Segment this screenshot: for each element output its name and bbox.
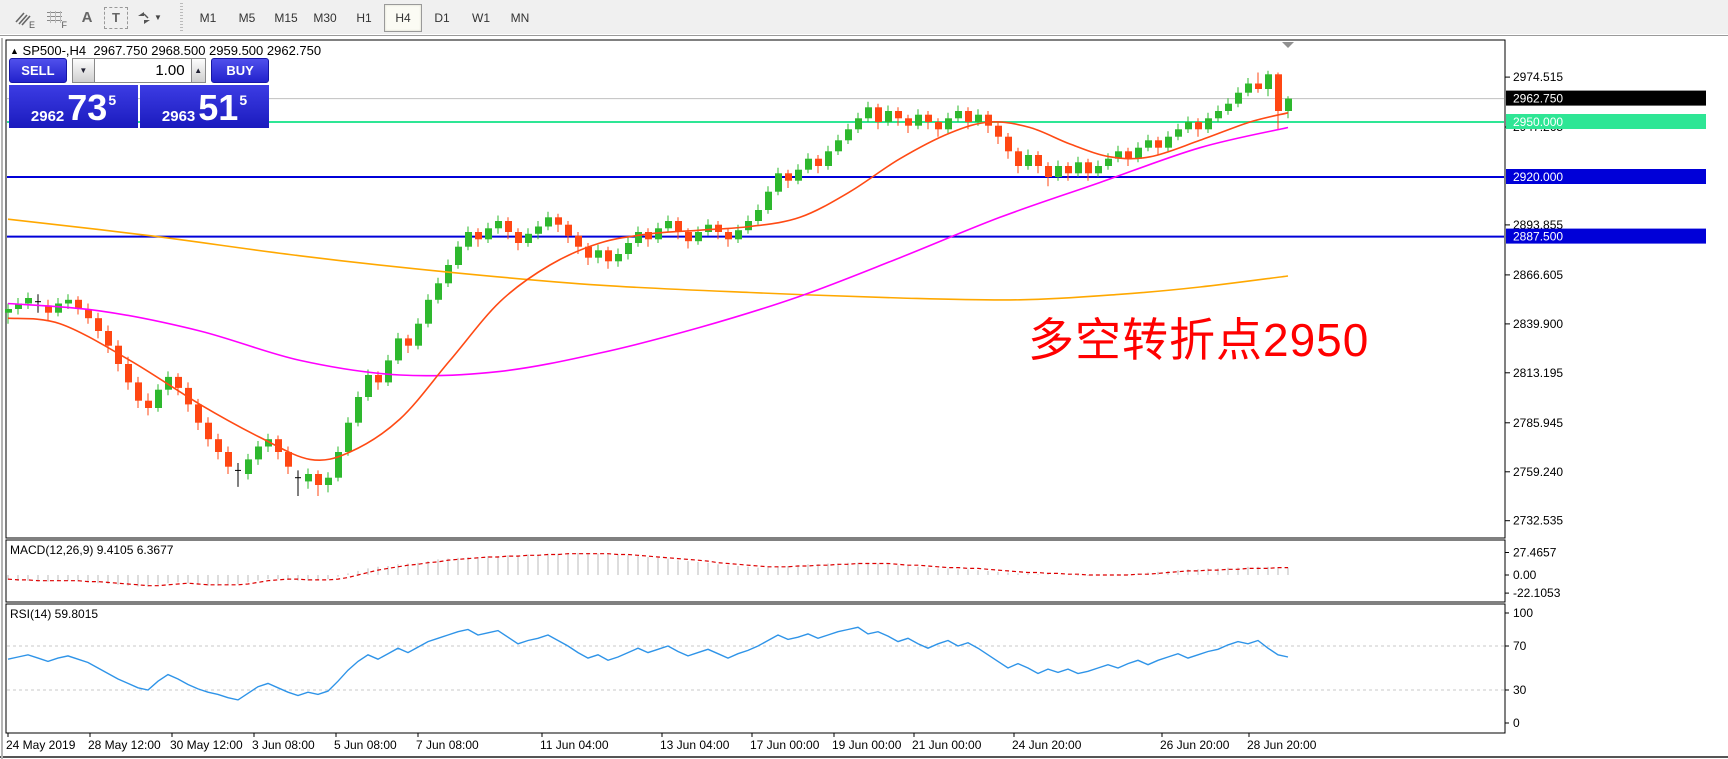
timeframe-m1-button[interactable]: M1	[199, 10, 217, 25]
macd-indicator-label: MACD(12,26,9) 9.4105 6.3677	[10, 543, 174, 557]
price-badge	[1506, 169, 1706, 184]
chart-canvas[interactable]: 2974.5152947.2652893.8552866.6052839.900…	[0, 38, 1728, 759]
text-box-tool-button[interactable]: T	[104, 6, 128, 29]
chevron-down-icon: ▼	[154, 13, 162, 22]
macd-tick-label: 27.4657	[1513, 546, 1557, 560]
text-label-icon: A	[81, 9, 93, 26]
timeframe-h4-button[interactable]: H4	[384, 3, 422, 32]
rsi-line	[7, 626, 1289, 701]
chart-shift-marker-icon[interactable]	[1282, 42, 1294, 48]
one-click-trade-panel: SELL ▼ ▲ BUY 2962 73 5 2963 51 5	[9, 58, 269, 128]
symbol-timeframe-label: SP500-,H4	[22, 43, 87, 58]
text-box-icon: T	[112, 10, 120, 25]
timeframe-h1-button[interactable]: H1	[356, 10, 372, 25]
volume-decrease-button[interactable]: ▼	[72, 58, 95, 83]
toolbar: E F A T ▼ M1 M5 M15 M30 H1 H4 D1 W1 MN	[0, 0, 1728, 36]
sell-price-pips: 73	[67, 87, 108, 129]
tool-letter: E	[28, 19, 35, 30]
rsi-tick-label: 100	[1513, 606, 1533, 620]
price-badge-label: 2950.000	[1513, 115, 1563, 129]
macd-signal-line	[7, 553, 1288, 587]
price-tick-label: 2893.855	[1513, 218, 1563, 232]
time-tick-label: 5 Jun 08:00	[334, 738, 397, 752]
price-badge-label: 2887.500	[1513, 230, 1563, 244]
price-tick-label: 2785.945	[1513, 416, 1563, 430]
price-tick-label: 2813.195	[1513, 366, 1563, 380]
price-badge-label: 2920.000	[1513, 170, 1563, 184]
text-label-tool-button[interactable]: A	[72, 4, 102, 32]
timeframe-m15-button[interactable]: M15	[274, 10, 298, 25]
buy-price-major: 2963	[161, 108, 196, 125]
timeframe-d1-button[interactable]: D1	[434, 10, 450, 25]
ohlc-values: 2967.750 2968.500 2959.500 2962.750	[93, 43, 322, 58]
time-tick-label: 11 Jun 04:00	[540, 738, 609, 752]
rsi-tick-label: 0	[1513, 716, 1520, 730]
timeframe-m5-button[interactable]: M5	[238, 10, 256, 25]
chart-window: 2974.5152947.2652893.8552866.6052839.900…	[0, 38, 1728, 759]
draw-lines-icon	[14, 10, 32, 26]
sell-price-quote[interactable]: 2962 73 5	[9, 85, 138, 128]
draw-lines-tool-button[interactable]: E	[8, 4, 38, 32]
time-tick-label: 13 Jun 04:00	[660, 738, 730, 752]
sell-price-fraction: 5	[108, 92, 117, 108]
time-tick-label: 3 Jun 08:00	[252, 738, 315, 752]
buy-price-pips: 51	[198, 87, 239, 129]
time-tick-label: 7 Jun 08:00	[416, 738, 479, 752]
price-badge-label: 2962.750	[1513, 92, 1563, 106]
arrange-objects-icon	[136, 10, 152, 26]
price-tick-label: 2866.605	[1513, 268, 1563, 282]
tool-letter: F	[61, 19, 68, 30]
price-tick-label: 2839.900	[1513, 317, 1563, 331]
price-tick-label: 2974.515	[1513, 70, 1563, 84]
volume-increase-button[interactable]: ▲	[190, 58, 206, 83]
time-tick-label: 24 May 2019	[6, 738, 76, 752]
rsi-tick-label: 30	[1513, 683, 1527, 697]
price-tick-label: 2759.240	[1513, 465, 1563, 479]
time-tick-label: 28 May 12:00	[88, 738, 161, 752]
price-badge	[1506, 228, 1706, 244]
ma-mid-line	[7, 126, 1289, 377]
panel-2	[5, 603, 1506, 734]
timeframe-w1-button[interactable]: W1	[472, 10, 490, 25]
macd-tick-label: 0.00	[1513, 568, 1537, 582]
time-tick-label: 26 Jun 20:00	[1160, 738, 1230, 752]
timeframe-m30-button[interactable]: M30	[313, 10, 337, 25]
toolbar-separator	[180, 2, 183, 33]
panel-1	[5, 539, 1506, 603]
rsi-indicator-label: RSI(14) 59.8015	[10, 607, 99, 621]
ma-fast-line	[7, 112, 1289, 462]
ma-slow-line	[7, 218, 1289, 301]
time-tick-label: 30 May 12:00	[170, 738, 243, 752]
price-tick-label: 2732.535	[1513, 514, 1563, 528]
sell-button[interactable]: SELL	[9, 58, 67, 83]
time-tick-label: 17 Jun 00:00	[750, 738, 820, 752]
time-tick-label: 19 Jun 00:00	[832, 738, 902, 752]
time-tick-label: 24 Jun 20:00	[1012, 738, 1082, 752]
price-badge	[1506, 114, 1706, 129]
price-badge	[1506, 90, 1706, 106]
time-tick-label: 21 Jun 00:00	[912, 738, 982, 752]
macd-tick-label: -22.1053	[1513, 586, 1561, 600]
grid-icon	[46, 10, 64, 26]
time-tick-label: 28 Jun 20:00	[1247, 738, 1317, 752]
timeframe-mn-button[interactable]: MN	[510, 10, 530, 25]
volume-input[interactable]	[94, 58, 191, 83]
macd-histogram	[7, 552, 1289, 587]
candles-layer	[5, 70, 1292, 496]
grid-tool-button[interactable]: F	[40, 4, 70, 32]
rsi-tick-label: 70	[1513, 639, 1527, 653]
triangle-up-icon: ▲	[10, 46, 19, 56]
arrange-objects-tool-button[interactable]: ▼	[130, 4, 168, 32]
buy-price-quote[interactable]: 2963 51 5	[140, 85, 269, 128]
buy-button[interactable]: BUY	[211, 58, 269, 83]
chart-title-bar: ▲ SP500-,H4 2967.750 2968.500 2959.500 2…	[10, 43, 321, 58]
buy-price-fraction: 5	[239, 92, 248, 108]
chart-annotation-text: 多空转折点2950	[1028, 314, 1370, 366]
sell-price-major: 2962	[30, 108, 65, 125]
